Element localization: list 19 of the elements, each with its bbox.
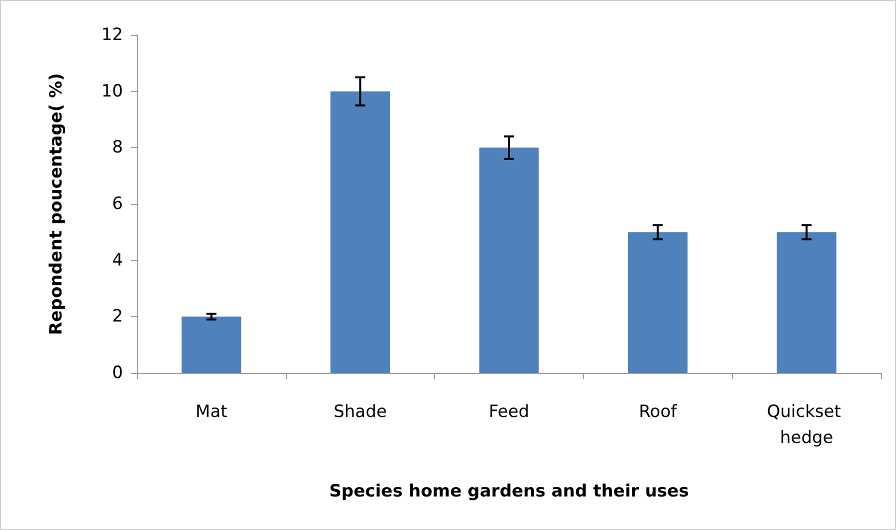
bar [182,316,242,373]
bar [330,91,390,373]
x-tick-label: Quickset hedge [766,402,846,448]
y-tick-label: 8 [112,138,123,158]
x-axis-title: Species home gardens and their uses [329,482,689,502]
y-tick-label: 2 [112,306,123,327]
y-tick-label: 0 [112,363,123,383]
bar [628,232,688,373]
bar [479,148,539,373]
x-tick-label: Feed [488,402,530,422]
y-tick-label: 4 [112,250,123,270]
bar [776,232,836,373]
y-tick-label: 6 [112,194,123,214]
x-tick-label: Shade [334,402,387,422]
x-tick-label: Roof [638,402,678,422]
y-axis-title: Repondent poucentage( %) [46,73,66,335]
x-tick-label: Mat [196,402,228,422]
y-tick-label: 12 [101,25,123,45]
y-tick-label: 10 [101,81,123,102]
